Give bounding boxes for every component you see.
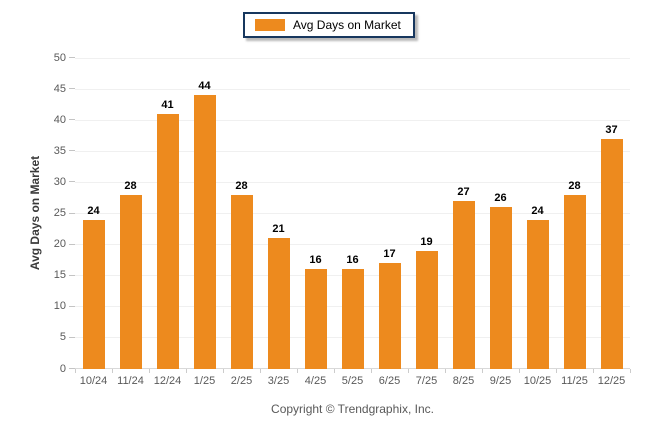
bar-value-label: 24 xyxy=(531,204,544,217)
x-axis-tick xyxy=(186,369,187,373)
y-axis-tick xyxy=(69,368,75,369)
legend-swatch-icon xyxy=(255,19,285,31)
bar-value-label: 26 xyxy=(494,192,507,205)
y-axis-tick xyxy=(69,336,75,338)
y-axis-tick xyxy=(69,119,75,121)
x-axis-tick xyxy=(149,369,150,373)
bar-value-label: 28 xyxy=(235,179,248,192)
x-axis-tick-label: 3/25 xyxy=(267,375,290,387)
x-axis-tick-label: 10/24 xyxy=(79,375,108,387)
bar-chart-plot-area: 24 10/24 28 11/24 41 12/24 44 1/25 28 2/25 21 3/25 1… xyxy=(69,57,631,387)
bar-4-25 xyxy=(304,269,327,369)
bar-9-25 xyxy=(489,207,512,369)
bar-7-25 xyxy=(415,250,438,369)
x-axis-tick xyxy=(630,369,631,373)
gridline xyxy=(75,57,630,59)
gridline xyxy=(75,150,630,152)
x-axis-tick xyxy=(445,369,446,373)
gridline xyxy=(75,181,630,183)
y-axis-tick xyxy=(69,212,75,214)
bar-value-label: 41 xyxy=(161,98,174,111)
x-axis-tick xyxy=(112,369,113,373)
x-axis-tick xyxy=(593,369,594,373)
bar-11-24 xyxy=(119,194,142,369)
x-axis-tick-label: 4/25 xyxy=(304,375,327,387)
copyright-text: Copyright © Trendgraphix, Inc. xyxy=(271,402,434,416)
bar-value-label: 16 xyxy=(346,254,359,267)
y-axis-tick-label: 15 xyxy=(53,269,66,282)
y-axis-tick-label: 25 xyxy=(53,207,66,219)
bar-value-label: 37 xyxy=(605,123,618,136)
x-axis-tick xyxy=(371,369,372,373)
y-axis-tick-label: 30 xyxy=(53,175,66,188)
bar-value-label: 28 xyxy=(124,179,137,192)
bar-6-25 xyxy=(378,263,401,369)
y-axis-tick xyxy=(69,305,75,307)
x-axis-tick-label: 12/25 xyxy=(597,375,626,387)
bar-11-25 xyxy=(563,194,586,369)
y-axis-tick-label: 40 xyxy=(53,113,66,126)
x-axis-tick xyxy=(75,369,76,373)
x-axis-tick-label: 5/25 xyxy=(341,375,364,387)
x-axis-tick xyxy=(223,369,224,373)
bar-value-label: 27 xyxy=(457,186,470,199)
gridline xyxy=(75,88,630,90)
bar-10-24 xyxy=(82,219,105,369)
x-axis-tick-label: 10/25 xyxy=(523,375,552,387)
x-axis-tick-label: 7/25 xyxy=(415,375,438,387)
y-axis-tick xyxy=(69,181,75,183)
y-axis-tick xyxy=(69,88,75,90)
y-axis-tick-label: 35 xyxy=(53,144,66,157)
bar-3-25 xyxy=(267,238,290,369)
x-axis-tick-label: 1/25 xyxy=(193,375,216,387)
chart-legend: Avg Days on Market xyxy=(243,12,415,38)
bar-5-25 xyxy=(341,269,364,369)
bar-value-label: 17 xyxy=(383,248,396,261)
y-axis-tick xyxy=(69,274,75,276)
x-axis-tick xyxy=(297,369,298,373)
y-axis-tick xyxy=(69,243,75,245)
y-axis-tick xyxy=(69,150,75,152)
gridline xyxy=(75,244,630,246)
y-axis-tick xyxy=(69,57,75,58)
legend-label: Avg Days on Market xyxy=(293,18,401,32)
bar-2-25 xyxy=(230,194,253,369)
x-axis-tick-label: 12/24 xyxy=(153,375,182,387)
y-axis-tick-label: 0 xyxy=(59,362,66,375)
y-axis-tick-label: 45 xyxy=(53,82,66,95)
bar-value-label: 16 xyxy=(309,254,322,267)
bar-value-label: 19 xyxy=(420,235,433,248)
bar-value-label: 24 xyxy=(87,204,100,217)
y-axis-tick-label: 10 xyxy=(53,300,66,313)
x-axis-tick-label: 11/24 xyxy=(117,375,144,387)
x-axis-tick xyxy=(556,369,557,373)
x-axis-tick-label: 6/25 xyxy=(378,375,401,387)
bar-value-label: 28 xyxy=(568,179,581,192)
y-axis-tick-label: 20 xyxy=(53,238,66,251)
bar-8-25 xyxy=(452,201,475,369)
x-axis-tick-label: 8/25 xyxy=(452,375,475,387)
x-axis-tick xyxy=(334,369,335,373)
y-axis-tick-label: 50 xyxy=(53,51,66,64)
x-axis-tick xyxy=(482,369,483,373)
x-axis-tick xyxy=(260,369,261,373)
x-axis-tick xyxy=(408,369,409,373)
bar-12-24 xyxy=(156,113,179,369)
y-axis-tick-labels: 0 5 10 15 20 25 30 35 40 45 50 xyxy=(36,52,66,375)
x-axis-tick-label: 9/25 xyxy=(489,375,512,387)
gridline xyxy=(75,213,630,214)
bar-value-label: 21 xyxy=(272,223,285,236)
y-axis-tick-label: 5 xyxy=(59,331,66,344)
bar-1-25 xyxy=(193,95,216,369)
gridline xyxy=(75,119,630,121)
bar-12-25 xyxy=(600,138,623,369)
x-axis-tick-label: 11/25 xyxy=(561,375,588,387)
x-axis-tick xyxy=(519,369,520,373)
x-axis-tick-label: 2/25 xyxy=(230,375,253,387)
bar-10-25 xyxy=(526,219,549,369)
bar-value-label: 44 xyxy=(198,80,211,93)
